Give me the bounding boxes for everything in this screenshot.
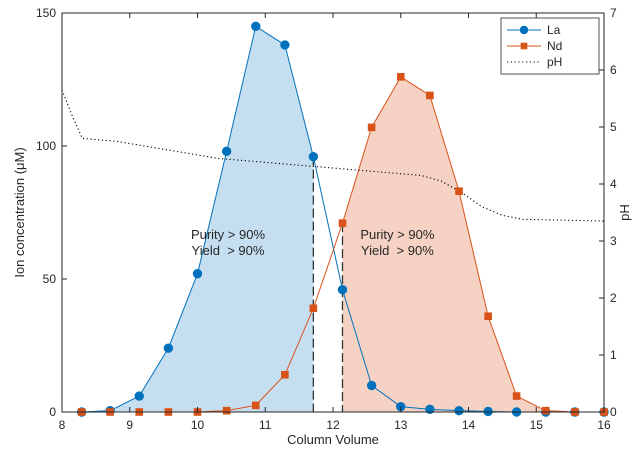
la-point bbox=[454, 405, 464, 416]
x-tick-label: 11 bbox=[259, 418, 272, 432]
annotation-purity: Purity > 90% bbox=[191, 227, 266, 242]
x-tick-label: 10 bbox=[191, 418, 205, 432]
legend: La Nd pH bbox=[500, 17, 600, 75]
annotation-yield: Yield > 90% bbox=[192, 243, 265, 258]
la-point bbox=[425, 404, 435, 415]
la-point bbox=[366, 380, 377, 391]
nd-point bbox=[396, 73, 405, 81]
nd-fill-area bbox=[342, 76, 604, 412]
fill-areas bbox=[81, 26, 604, 413]
y-right-tick-label: 0 bbox=[610, 405, 617, 419]
annotation-purity: Purity > 90% bbox=[360, 227, 435, 242]
nd-point bbox=[455, 187, 463, 196]
legend-marker-la bbox=[519, 25, 529, 35]
y-left-tick-label: 100 bbox=[36, 139, 56, 153]
nd-point bbox=[512, 392, 521, 400]
y-left-tick-label: 0 bbox=[49, 405, 56, 419]
la-point bbox=[134, 391, 144, 401]
legend-label-ph: pH bbox=[547, 55, 562, 69]
series-lines bbox=[61, 25, 605, 413]
x-tick-label: 8 bbox=[59, 418, 66, 432]
nd-point bbox=[222, 406, 231, 415]
nd-point bbox=[281, 370, 289, 379]
y-right-tick-label: 3 bbox=[610, 234, 617, 248]
nd-point bbox=[338, 219, 347, 227]
la-point bbox=[251, 21, 261, 31]
la-point bbox=[308, 151, 319, 162]
legend-label-nd: Nd bbox=[547, 39, 562, 53]
la-point bbox=[337, 284, 348, 295]
y-right-tick-label: 4 bbox=[610, 177, 617, 191]
nd-point bbox=[426, 91, 434, 100]
annotations: Purity > 90%Yield > 90%Purity > 90%Yield… bbox=[191, 227, 435, 258]
legend-label-la: La bbox=[547, 23, 561, 37]
y-left-tick-label: 150 bbox=[36, 6, 56, 20]
la-fill-area bbox=[81, 26, 314, 413]
nd-point bbox=[484, 312, 492, 321]
y-axis-left-label: Ion concentration (μM) bbox=[12, 147, 27, 277]
legend-marker-nd bbox=[520, 42, 528, 50]
x-axis-label: Column Volume bbox=[287, 432, 379, 447]
y-right-tick-label: 5 bbox=[610, 120, 617, 134]
x-tick-label: 9 bbox=[126, 418, 133, 432]
cut-lines bbox=[312, 156, 344, 412]
la-point bbox=[280, 40, 290, 50]
y-left-tick-label: 50 bbox=[43, 272, 57, 286]
la-point bbox=[163, 343, 174, 353]
x-tick-label: 14 bbox=[462, 418, 476, 432]
x-tick-label: 16 bbox=[597, 418, 611, 432]
la-point bbox=[221, 146, 232, 157]
y-right-tick-label: 2 bbox=[610, 291, 617, 305]
y-right-tick-label: 7 bbox=[610, 6, 617, 20]
nd-point bbox=[251, 401, 260, 410]
x-tick-label: 13 bbox=[394, 418, 408, 432]
x-tick-label: 15 bbox=[530, 418, 544, 432]
y-axis-right-label: pH bbox=[617, 204, 632, 221]
ph-series-line bbox=[61, 89, 605, 222]
nd-point bbox=[309, 304, 318, 313]
la-point bbox=[192, 268, 203, 279]
annotation-yield: Yield > 90% bbox=[361, 243, 434, 258]
nd-point bbox=[367, 123, 376, 132]
x-tick-label: 12 bbox=[326, 418, 340, 432]
nd-point bbox=[541, 406, 550, 415]
y-right-tick-label: 1 bbox=[610, 348, 617, 362]
la-point bbox=[483, 406, 493, 417]
y-right-tick-label: 6 bbox=[610, 63, 617, 77]
